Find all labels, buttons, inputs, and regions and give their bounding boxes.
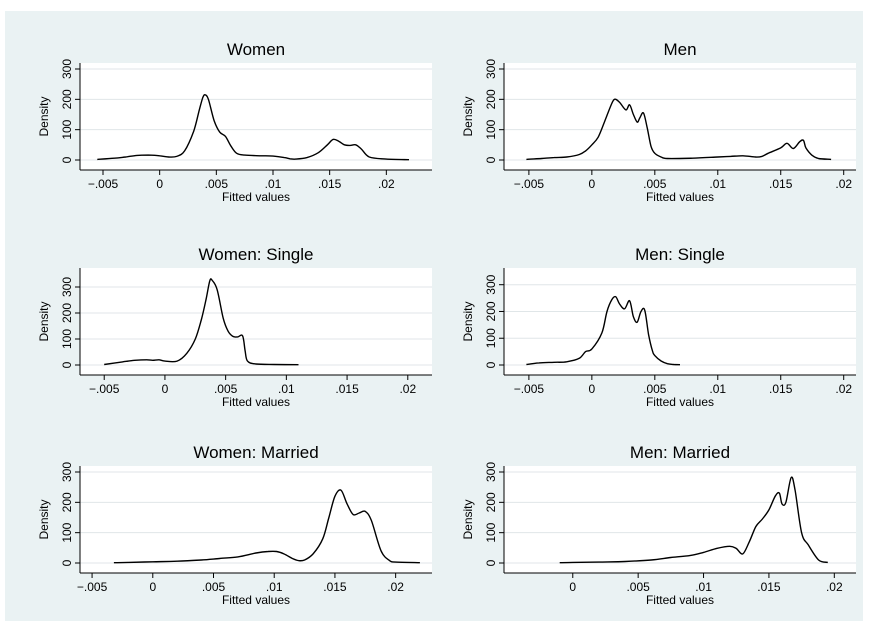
panel-4-y-tick-label: 100: [484, 328, 498, 348]
panel-5-x-tick-label: .02: [387, 580, 404, 594]
panel-2-plot-area: [504, 63, 856, 170]
panel-3-title: Women: Single: [199, 245, 314, 264]
panel-5-y-tick-label: 300: [60, 462, 74, 482]
panel-6-x-tick-label: .02: [826, 580, 843, 594]
panel-6-title: Men: Married: [630, 443, 730, 462]
panel-1-density-line-1: [97, 94, 410, 161]
panel-1-x-tick-label: .01: [265, 177, 282, 191]
panel-2-x-tick-label: 0: [589, 177, 596, 191]
panel-5-plot-area: [80, 466, 432, 573]
panel-3-x-tick-label: .015: [335, 382, 359, 396]
panel-4-y-tick-label: 300: [484, 274, 498, 294]
panel-6-plot-area: [504, 466, 856, 573]
panel-6-y-tick-label: 300: [484, 462, 498, 482]
panel-6-x-tick-label: .015: [757, 580, 781, 594]
panel-3-x-tick-label: .02: [399, 382, 416, 396]
panel-5-y-tick-label: 200: [60, 492, 74, 512]
panel-1-y-tick-label: 200: [60, 89, 74, 109]
panel-5-x-tick-label: 0: [149, 580, 156, 594]
panel-2-x-tick-label: .005: [643, 177, 667, 191]
panel-3-x-tick-label: 0: [162, 382, 169, 396]
panel-1-x-tick-label: .015: [318, 177, 342, 191]
panel-3-y-tick-label: 100: [60, 329, 74, 349]
panel-1-x-tick-label: .02: [378, 177, 395, 191]
panel-6-y-tick-label: 100: [484, 522, 498, 542]
panel-3-x-tick-label: .01: [278, 382, 295, 396]
panel-2-y-tick-label: 200: [484, 89, 498, 109]
panel-4-x-tick-label: .01: [709, 382, 726, 396]
panel-4-x-axis-label: Fitted values: [646, 395, 714, 409]
panel-3-plot-area: [80, 268, 432, 375]
panel-2-y-axis-label: Density: [461, 96, 475, 136]
panel-2-density-line-1: [526, 98, 832, 161]
panel-4-y-axis-label: Density: [461, 301, 475, 341]
panel-6-x-axis-label: Fitted values: [646, 593, 714, 607]
panel-2-x-axis-label: Fitted values: [646, 190, 714, 204]
panel-2-y-tick-label: 100: [484, 119, 498, 139]
panel-4-plot-area: [504, 268, 856, 375]
panel-3-y-tick-label: 300: [60, 277, 74, 297]
panel-5-y-tick-label: 100: [60, 522, 74, 542]
panel-5-title: Women: Married: [193, 443, 318, 462]
panel-5-x-axis-label: Fitted values: [222, 593, 290, 607]
panel-1-y-axis-label: Density: [37, 96, 51, 136]
panel-1-y-tick-label: 0: [60, 156, 74, 163]
panel-4-x-tick-label: .015: [769, 382, 793, 396]
panel-1-y-tick-label: 300: [60, 59, 74, 79]
panel-3-x-axis-label: Fitted values: [222, 395, 290, 409]
panel-5-x-tick-label: −.005: [77, 580, 108, 594]
panel-4-x-tick-label: 0: [589, 382, 596, 396]
panel-1-x-axis-label: Fitted values: [222, 190, 290, 204]
panel-1-x-tick-label: −.005: [88, 177, 119, 191]
panel-2-x-tick-label: .015: [769, 177, 793, 191]
panel-1-x-tick-label: .005: [205, 177, 229, 191]
panel-3-y-tick-label: 200: [60, 303, 74, 323]
panel-4-title: Men: Single: [635, 245, 725, 264]
panel-1-y-tick-label: 100: [60, 119, 74, 139]
panel-3-x-tick-label: −.005: [89, 382, 120, 396]
panel-5-y-axis-label: Density: [37, 499, 51, 539]
panel-4-x-tick-label: .005: [643, 382, 667, 396]
panel-6-y-tick-label: 0: [484, 559, 498, 566]
panel-6-y-axis-label: Density: [461, 499, 475, 539]
panel-6-y-tick-label: 200: [484, 492, 498, 512]
panel-5-x-tick-label: .015: [323, 580, 347, 594]
panel-2-x-tick-label: .02: [835, 177, 852, 191]
panel-3-x-tick-label: .005: [214, 382, 238, 396]
panel-5-x-tick-label: .005: [202, 580, 226, 594]
panel-4-x-tick-label: −.005: [514, 382, 545, 396]
panel-2-x-tick-label: .01: [709, 177, 726, 191]
panel-2-x-tick-label: −.005: [514, 177, 545, 191]
panel-6-density-line-1: [559, 476, 828, 564]
panel-1-title: Women: [227, 40, 285, 59]
panel-5-x-tick-label: .01: [266, 580, 283, 594]
panel-6-x-tick-label: .005: [626, 580, 650, 594]
panel-6-x-tick-label: .01: [695, 580, 712, 594]
panel-2-y-tick-label: 300: [484, 59, 498, 79]
panel-5-density-line-1: [113, 489, 420, 564]
panel-3-y-axis-label: Density: [37, 301, 51, 341]
panel-4-y-tick-label: 0: [484, 361, 498, 368]
panel-4-y-tick-label: 200: [484, 301, 498, 321]
panel-2-title: Men: [663, 40, 696, 59]
panel-3-density-line-1: [104, 278, 299, 366]
panel-4-density-line-1: [526, 295, 681, 366]
panel-1-x-tick-label: 0: [156, 177, 163, 191]
panel-2-y-tick-label: 0: [484, 156, 498, 163]
panel-4-x-tick-label: .02: [835, 382, 852, 396]
panel-3-y-tick-label: 0: [60, 361, 74, 368]
panel-6-x-tick-label: 0: [569, 580, 576, 594]
panel-5-y-tick-label: 0: [60, 559, 74, 566]
panel-1-plot-area: [80, 63, 432, 170]
